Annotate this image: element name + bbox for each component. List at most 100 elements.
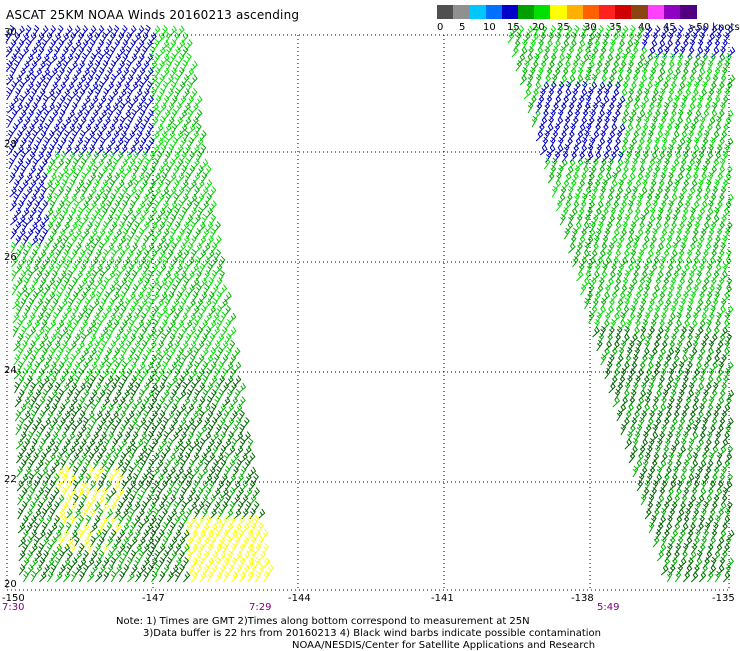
wind-barb (668, 507, 676, 520)
wind-barb (124, 473, 133, 485)
wind-barb (131, 269, 138, 282)
wind-barb (151, 102, 159, 114)
wind-barb (51, 283, 58, 296)
wind-barb (81, 25, 89, 37)
wind-barb (186, 403, 195, 415)
colorbar-swatch (615, 5, 632, 19)
wind-barb (204, 312, 213, 324)
wind-barb (106, 214, 114, 226)
wind-barb (56, 304, 63, 317)
wind-barb (119, 423, 126, 436)
wind-barb (30, 73, 37, 86)
wind-barb (25, 186, 33, 198)
wind-barb (36, 312, 44, 324)
wind-barb (208, 319, 217, 331)
wind-barb (617, 206, 625, 219)
wind-barb (18, 228, 26, 240)
wind-barb (162, 80, 169, 93)
wind-barb (197, 340, 205, 352)
wind-barb (66, 389, 74, 401)
wind-barb (227, 417, 235, 429)
wind-barb (111, 130, 120, 142)
wind-barb (105, 52, 112, 65)
wind-barb (38, 87, 46, 100)
colorbar-swatch (566, 5, 584, 19)
wind-barb (605, 164, 612, 177)
wind-barb (16, 144, 24, 156)
wind-barb (229, 354, 237, 366)
wind-barb (106, 375, 114, 387)
wind-barb (681, 234, 689, 247)
wind-barb (111, 291, 120, 303)
wind-barb (175, 276, 182, 289)
wind-barb (37, 45, 45, 58)
wind-barb (142, 74, 150, 86)
wind-barb (198, 382, 206, 394)
wind-barb (67, 136, 75, 149)
wind-barb (188, 164, 196, 177)
wind-barb (178, 81, 186, 93)
wind-barb (162, 389, 170, 401)
wind-barb (13, 368, 22, 380)
wind-barb (183, 262, 190, 275)
wind-barb (148, 136, 155, 149)
wind-barb (10, 66, 16, 79)
wind-barb (128, 144, 137, 156)
wind-barb (645, 165, 653, 177)
wind-barb (16, 304, 22, 317)
wind-barb (123, 122, 130, 135)
wind-barb (115, 123, 124, 135)
wind-barb (226, 388, 233, 401)
wind-barb (697, 207, 706, 219)
wind-barb (91, 283, 98, 296)
wind-barb (220, 325, 228, 338)
wind-barb (32, 319, 41, 331)
wind-barb (43, 136, 50, 149)
wind-barb (102, 73, 110, 86)
wind-barb (17, 374, 25, 387)
wind-barb (168, 319, 176, 331)
wind-barb (78, 570, 85, 583)
wind-barb (49, 25, 57, 37)
wind-barb (209, 347, 217, 359)
wind-barb (87, 451, 95, 464)
wind-barb (20, 312, 28, 324)
wind-barb (157, 179, 164, 191)
wind-barb (58, 228, 66, 240)
wind-barb (53, 354, 61, 366)
wind-barb (160, 332, 167, 345)
wind-barb (150, 221, 158, 233)
wind-barb (73, 52, 81, 65)
wind-barb (83, 270, 92, 282)
wind-barb (36, 165, 44, 177)
wind-barb (691, 144, 700, 156)
wind-barb (179, 123, 188, 135)
wind-barb (165, 340, 174, 352)
wind-barb (32, 143, 39, 156)
wind-barb (53, 32, 62, 44)
wind-barb (13, 192, 20, 205)
wind-barb (27, 123, 35, 135)
wind-barb (194, 242, 203, 254)
wind-barb (13, 340, 21, 352)
wind-barb (66, 214, 73, 226)
wind-barb (27, 284, 36, 296)
wind-barb (21, 46, 30, 58)
wind-barb (136, 144, 144, 156)
wind-barb (171, 270, 180, 282)
wind-barb (154, 80, 161, 93)
wind-barb (9, 200, 17, 212)
wind-barb (45, 179, 53, 191)
wind-barb (72, 144, 80, 156)
wind-barb (43, 284, 51, 296)
wind-barb (709, 192, 717, 205)
wind-barb (73, 199, 80, 212)
wind-barb (13, 32, 21, 44)
wind-barb (42, 227, 49, 240)
wind-barb (78, 409, 86, 422)
wind-barb (705, 39, 713, 51)
wind-barb (56, 171, 64, 184)
wind-barb (140, 311, 147, 324)
wind-barb (59, 256, 67, 268)
wind-barb (94, 220, 101, 233)
